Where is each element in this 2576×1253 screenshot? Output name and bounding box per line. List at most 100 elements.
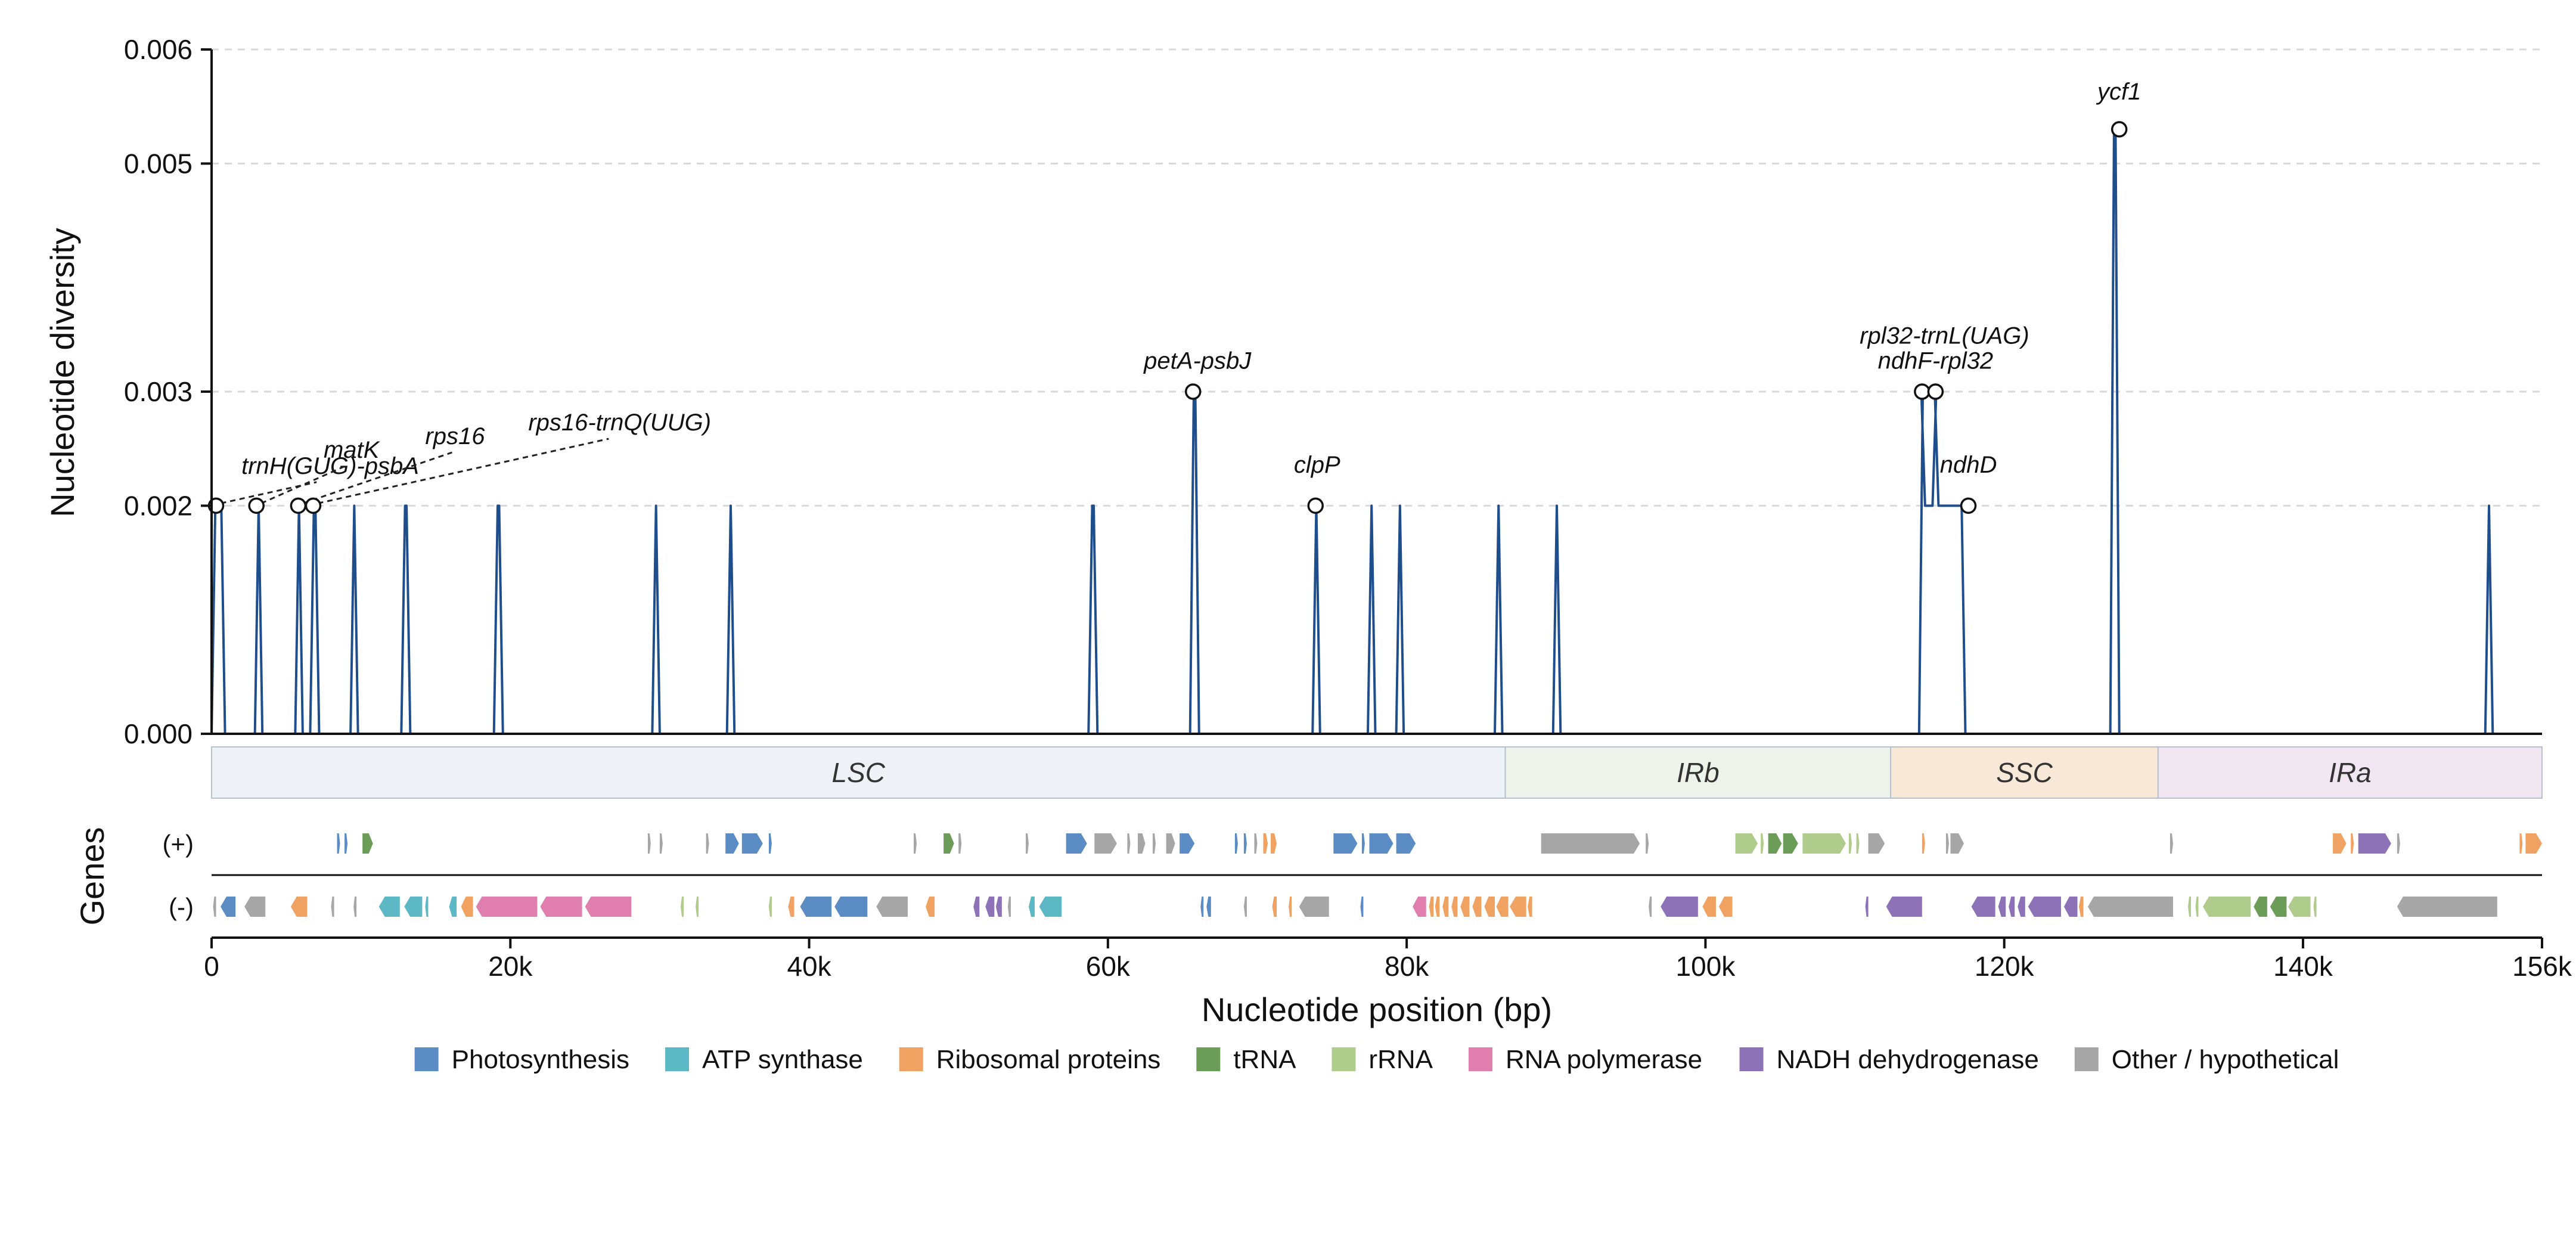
annotation-leader <box>221 481 317 504</box>
legend-swatch-trna <box>1196 1047 1221 1071</box>
region-label: IRb <box>1677 757 1720 788</box>
peak-annotations: trnH(GUG)-psbAmatKrps16rps16-trnQ(UUG)pe… <box>207 79 2141 514</box>
gene-ribo <box>2351 833 2354 854</box>
gene-ribo <box>1472 897 1482 917</box>
gene-photo <box>834 897 868 917</box>
gene-ribo <box>1496 897 1509 917</box>
peak-marker <box>1307 497 1324 514</box>
legend-swatch-photo <box>414 1047 439 1071</box>
gene-photo <box>1369 833 1393 854</box>
legend-swatch-atp <box>665 1047 690 1071</box>
gene-ribo <box>290 897 308 917</box>
gene-other <box>706 833 709 854</box>
gene-rrna <box>1856 833 1860 854</box>
y-tick-label: 0.000 <box>124 718 193 749</box>
gene-trna <box>2270 897 2287 917</box>
gene-photo <box>221 897 236 917</box>
gene-photo <box>1360 897 1364 917</box>
gene-atp <box>449 897 457 917</box>
legend-swatch-rnap <box>1468 1047 1492 1071</box>
gene-other <box>2397 833 2400 854</box>
gene-other <box>1541 833 1640 854</box>
x-tick-label: 0 <box>204 951 219 982</box>
gene-other <box>1153 833 1156 854</box>
gene-photo <box>1243 833 1247 854</box>
gene-ribo <box>1510 897 1526 917</box>
gene-rrna <box>2195 897 2199 917</box>
gene-rrna <box>1802 833 1846 854</box>
gene-ribo <box>2079 897 2084 917</box>
annotation-leader <box>260 465 346 504</box>
gene-photo <box>1200 897 1204 917</box>
peak-marker <box>305 497 322 514</box>
peak-annotation-label: ycf1 <box>2096 79 2141 105</box>
gene-ndh <box>2009 897 2015 917</box>
gene-rrna <box>2288 897 2311 917</box>
gene-photo <box>1066 833 1087 854</box>
gene-trna <box>944 833 954 854</box>
x-tick-label: 120k <box>1975 951 2035 982</box>
gene-ndh <box>995 897 1002 917</box>
gene-other <box>353 897 357 917</box>
gene-ribo <box>1442 897 1449 917</box>
gene-other <box>331 897 334 917</box>
gene-ndh <box>2028 897 2061 917</box>
gene-rrna <box>681 897 684 917</box>
gene-ribo <box>1528 897 1532 917</box>
legend-entry-trna: tRNA <box>1233 1045 1296 1074</box>
y-tick-label: 0.002 <box>124 490 193 521</box>
gene-photo <box>768 833 772 854</box>
gene-other <box>1299 897 1329 917</box>
x-tick-label: 60k <box>1086 951 1131 982</box>
region-lsc <box>211 746 1506 799</box>
gene-other <box>1868 833 1885 854</box>
minus-strand-label: (-) <box>169 893 194 921</box>
gene-ribo <box>2333 833 2347 854</box>
gene-atp <box>404 897 423 917</box>
gene-photo <box>1206 897 1211 917</box>
plus-strand-label: (+) <box>163 830 194 858</box>
legend-entry-ndh: NADH dehydrogenase <box>1777 1045 2039 1074</box>
gene-ndh <box>1661 897 1698 917</box>
peak-annotation-label: rpl32-trnL(UAG) <box>1860 323 2029 349</box>
gene-ribo <box>1263 833 1268 854</box>
peak-marker <box>248 497 265 514</box>
gene-ribo <box>1460 897 1470 917</box>
gene-trna <box>2254 897 2267 917</box>
gene-other <box>2397 897 2497 917</box>
legend-swatch-other <box>2074 1047 2099 1071</box>
gene-ndh <box>985 897 995 917</box>
gene-other <box>1243 897 1247 917</box>
gene-ribo <box>1429 897 1434 917</box>
x-tick-label: 100k <box>1676 951 1736 982</box>
gene-trna <box>1783 833 1798 854</box>
peak-annotation-label: petA-psbJ <box>1143 348 1252 374</box>
region-label: IRa <box>2329 757 2372 788</box>
peak-marker <box>1184 383 1202 400</box>
gene-atp <box>1029 897 1035 917</box>
peak-marker <box>1927 383 1944 400</box>
peak-marker <box>1914 383 1931 400</box>
gene-ribo <box>461 897 473 917</box>
genes-track-title: Genes <box>73 827 111 926</box>
annotation-leader <box>302 451 452 504</box>
x-tick-label: 156k <box>2512 951 2572 982</box>
legend-entry-rnap: RNA polymerase <box>1506 1045 1702 1074</box>
gene-trna <box>1768 833 1782 854</box>
legend-entry-ribo: Ribosomal proteins <box>936 1045 1161 1074</box>
gene-ndh <box>2018 897 2025 917</box>
gene-other <box>1649 897 1652 917</box>
x-tick-label: 20k <box>488 951 533 982</box>
peak-annotation-label: rps16 <box>425 423 485 449</box>
gene-photo <box>1361 833 1365 854</box>
legend-swatch-ndh <box>1739 1047 1764 1071</box>
peak-marker <box>290 497 307 514</box>
y-tick-label: 0.005 <box>124 148 193 179</box>
gene-ndh <box>2063 897 2078 917</box>
gene-rrna <box>1735 833 1758 854</box>
gene-ribo <box>1451 897 1458 917</box>
gene-ribo <box>1484 897 1495 917</box>
legend-entry-rrna: rRNA <box>1368 1045 1433 1074</box>
gene-other <box>1254 833 1258 854</box>
gene-ribo <box>1289 897 1292 917</box>
